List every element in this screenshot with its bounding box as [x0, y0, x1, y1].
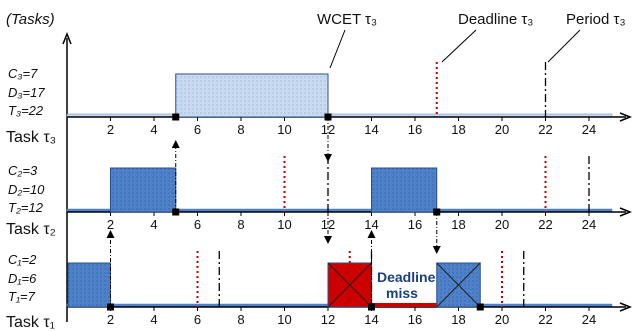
tick-label: 18 — [451, 217, 465, 232]
tick-label: 16 — [408, 217, 422, 232]
execution-block — [67, 262, 111, 308]
tick-label: 8 — [237, 122, 244, 137]
tick-label: 6 — [194, 312, 201, 327]
deadline-callout: Deadline τ₃ — [458, 11, 533, 28]
wcet-callout: WCET τ₃ — [317, 11, 377, 28]
period-callout: Period τ₃ — [566, 11, 626, 28]
task-param: C₂=3 — [8, 163, 38, 178]
tick-label: 10 — [277, 217, 291, 232]
task-param: D₃=17 — [8, 85, 45, 100]
tick-label: 20 — [495, 122, 509, 137]
task-param: T₁=7 — [8, 289, 36, 304]
task-label: Task τ₂ — [6, 221, 56, 238]
tick-label: 6 — [194, 122, 201, 137]
task-param: C₁=2 — [8, 252, 37, 267]
tick-label: 22 — [538, 217, 552, 232]
tick-label: 6 — [194, 217, 201, 232]
task-param: D₁=6 — [8, 271, 37, 286]
tick-label: 20 — [495, 217, 509, 232]
tick-label: 12 — [321, 312, 335, 327]
tick-label: 14 — [364, 122, 378, 137]
tick-label: 22 — [538, 122, 552, 137]
tick-label: 4 — [150, 312, 157, 327]
tick-label: 4 — [150, 122, 157, 137]
tick-label: 18 — [451, 122, 465, 137]
tick-label: 2 — [107, 122, 114, 137]
tick-label: 8 — [237, 312, 244, 327]
tick-label: 24 — [582, 122, 596, 137]
time-axis-arrow — [619, 207, 633, 217]
event-marker — [476, 303, 484, 311]
tick-label: 18 — [451, 312, 465, 327]
task-param: D₂=10 — [8, 182, 45, 197]
tick-label: 14 — [364, 217, 378, 232]
task-label: Task τ₃ — [6, 129, 56, 146]
execution-block — [110, 167, 177, 213]
y-axis-arrow — [62, 31, 72, 45]
tick-label: 24 — [582, 217, 596, 232]
tick-label: 10 — [277, 312, 291, 327]
y-axis-label: (Tasks) — [6, 11, 55, 28]
time-axis-arrow — [619, 112, 633, 122]
tick-label: 16 — [408, 312, 422, 327]
tick-label: 16 — [408, 122, 422, 137]
time-axis-arrow — [619, 302, 633, 312]
tick-label: 24 — [582, 312, 596, 327]
cross-line — [436, 262, 481, 308]
tick-label: 2 — [107, 312, 114, 327]
wcet-callout-line — [329, 29, 346, 69]
tick-label: 2 — [107, 217, 114, 232]
event-marker — [172, 113, 180, 121]
tick-label: 4 — [150, 217, 157, 232]
execution-block — [371, 167, 438, 213]
deadline-callout-line — [441, 29, 477, 63]
task-label: Task τ₁ — [6, 314, 55, 331]
tick-label: 10 — [277, 122, 291, 137]
deadline-miss-label-line1: Deadline — [377, 269, 436, 285]
period-callout-line — [547, 29, 581, 63]
tick-label: 14 — [364, 312, 378, 327]
execution-block — [175, 73, 329, 118]
task-param: C₃=7 — [8, 66, 38, 81]
tick-label: 8 — [237, 217, 244, 232]
cross-line — [327, 262, 372, 308]
tick-label: 20 — [495, 312, 509, 327]
task-param: T₃=22 — [8, 103, 44, 118]
miss-overrun-bar — [371, 303, 437, 307]
task-param: T₂=12 — [8, 200, 44, 215]
tick-label: 22 — [538, 312, 552, 327]
deadline-miss-label-line2: miss — [386, 285, 418, 301]
